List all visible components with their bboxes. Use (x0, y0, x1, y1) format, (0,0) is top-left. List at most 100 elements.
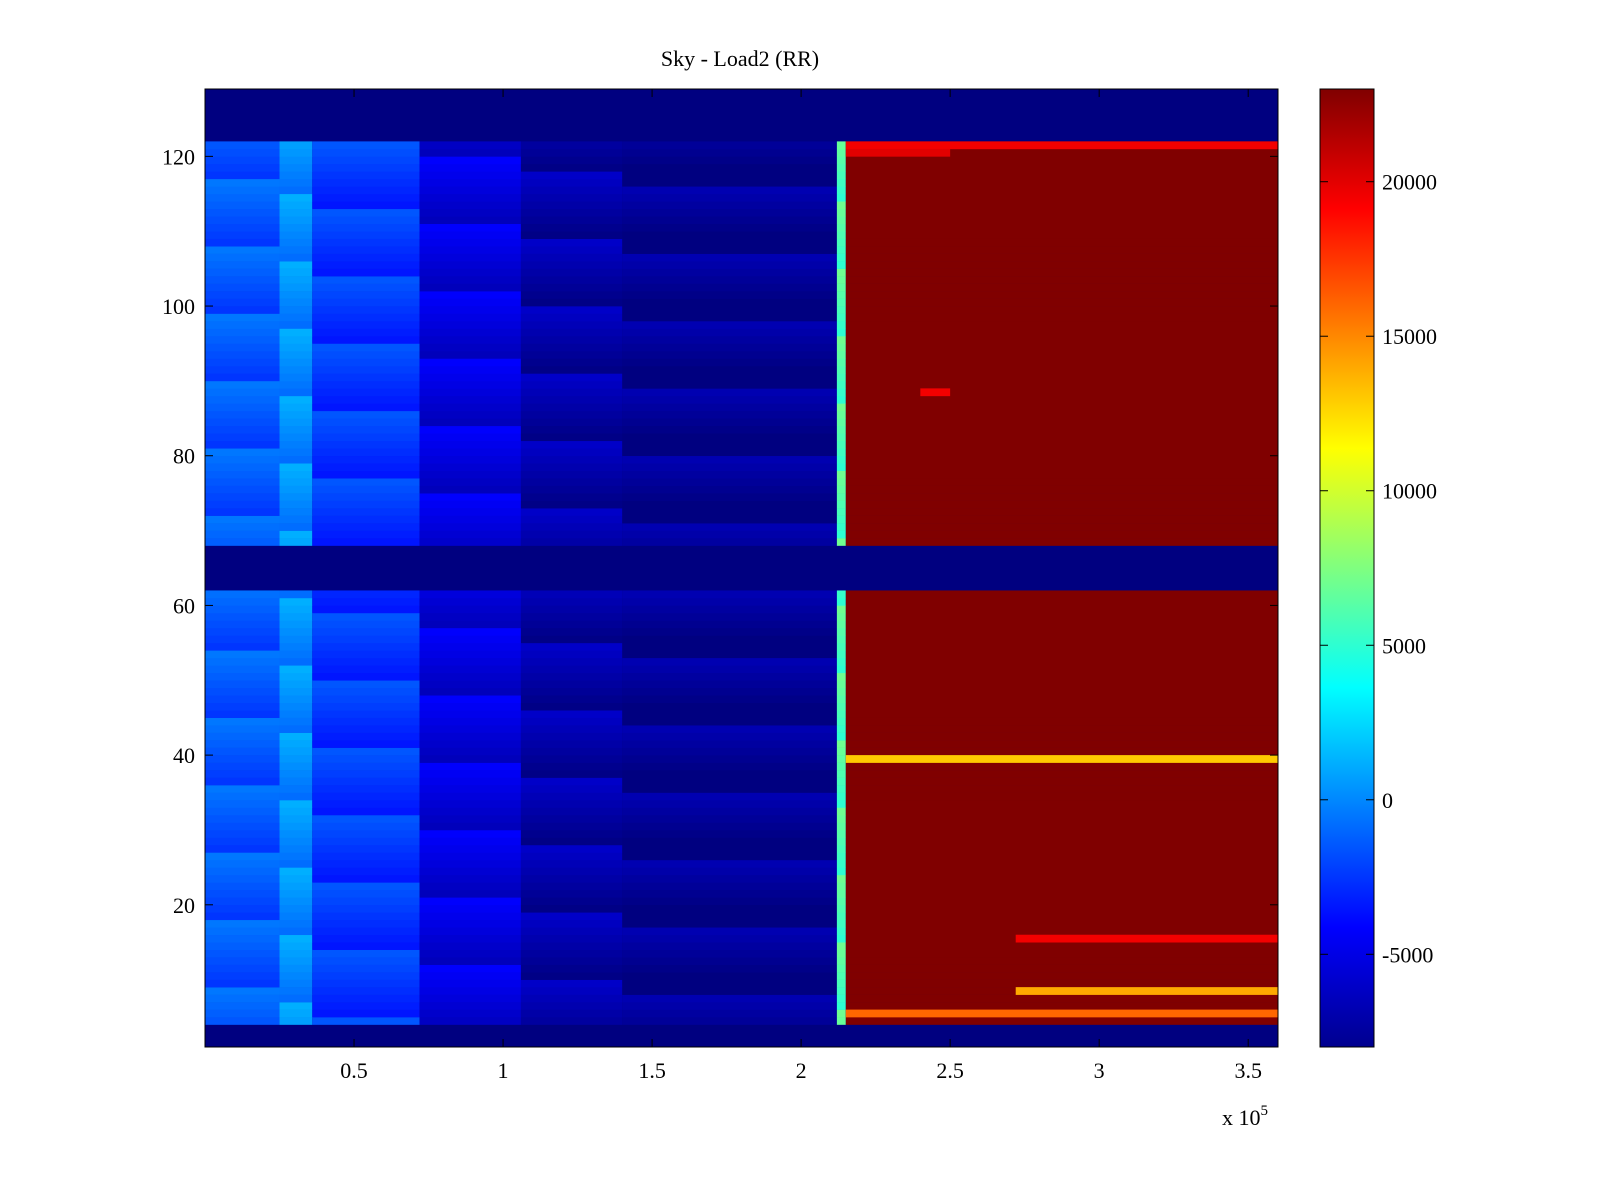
heatmap-cell (520, 657, 623, 666)
heatmap-cell (520, 717, 623, 726)
heatmap-cell (419, 912, 521, 921)
heatmap-cell (279, 740, 313, 748)
heatmap-cell (312, 710, 420, 718)
heatmap-cell (622, 777, 837, 786)
heatmap-cell (419, 987, 521, 995)
heatmap-cell (312, 291, 420, 299)
heatmap-cell (312, 388, 420, 397)
heatmap-cell (419, 171, 521, 180)
heatmap-cell (279, 687, 313, 696)
heatmap-cell (312, 740, 420, 748)
heatmap-cell (622, 455, 837, 464)
heatmap-cell (845, 822, 1278, 831)
heatmap-cell (205, 979, 280, 988)
heatmap-cell (205, 478, 280, 486)
heatmap-cell (205, 365, 280, 374)
heatmap-cell (312, 822, 420, 831)
heatmap-cell (836, 328, 846, 337)
heatmap-cell (622, 321, 837, 329)
heatmap-cell (312, 268, 420, 277)
heatmap-cell (520, 298, 623, 307)
heatmap-cell (622, 358, 837, 367)
heatmap-cell (520, 276, 623, 284)
heatmap-cell (312, 852, 420, 861)
heatmap-cell (312, 904, 420, 913)
heatmap-cell (205, 463, 280, 471)
heatmap-cell (279, 298, 313, 307)
heatmap-cell (836, 515, 846, 524)
heatmap-cell (205, 343, 280, 352)
heatmap-cell (520, 732, 623, 741)
heatmap-cell (845, 942, 1278, 950)
heatmap-cell (279, 291, 313, 299)
heatmap-cell (836, 740, 846, 748)
heatmap-cell (279, 987, 313, 995)
heatmap-cell (845, 680, 1278, 689)
heatmap-cell (279, 380, 313, 389)
heatmap-cell (845, 792, 1278, 801)
heatmap-cell (836, 350, 846, 359)
heatmap-cell (279, 321, 313, 329)
heatmap-cell (520, 335, 623, 344)
heatmap-cell (312, 897, 420, 906)
heatmap-cell (520, 163, 623, 172)
heatmap-cell (520, 844, 623, 853)
heatmap-cell (845, 852, 1278, 861)
heatmap-cell (845, 1017, 1278, 1025)
heatmap-cell (279, 710, 313, 718)
heatmap-cell (312, 777, 420, 786)
heatmap-cell (845, 433, 1278, 442)
heatmap-cell (205, 732, 280, 741)
heatmap-cell (836, 762, 846, 771)
heatmap-cell (836, 777, 846, 786)
heatmap-cell (312, 695, 420, 704)
heatmap-cell (520, 642, 623, 651)
heatmap-cell (845, 777, 1278, 786)
heatmap-cell (279, 403, 313, 412)
heatmap-cell (622, 725, 837, 733)
heatmap-cell (622, 867, 837, 876)
heatmap-cell (312, 770, 420, 778)
heatmap-cell (205, 814, 280, 823)
heatmap-cell (622, 388, 837, 397)
heatmap-cell (622, 463, 837, 471)
heatmap-cell (622, 627, 837, 636)
heatmap-cell (520, 395, 623, 404)
heatmap-cell (312, 605, 420, 614)
heatmap-cell (836, 306, 846, 314)
heatmap-cell (836, 283, 846, 292)
heatmap-cell (622, 530, 837, 539)
heatmap-cell (312, 807, 420, 816)
heatmap-cell (312, 418, 420, 427)
heatmap-anomaly-row (845, 1009, 1278, 1018)
heatmap-cell (836, 358, 846, 367)
heatmap-cell (836, 148, 846, 157)
heatmap-cell (419, 148, 521, 157)
heatmap-cell (205, 919, 280, 928)
heatmap-cell (205, 710, 280, 718)
heatmap-anomaly-row (1015, 987, 1278, 995)
heatmap-cell (312, 979, 420, 988)
heatmap-cell (312, 927, 420, 936)
heatmap-cell (836, 747, 846, 756)
heatmap-cell (622, 515, 837, 524)
heatmap-cell (205, 612, 280, 621)
heatmap-cell (836, 276, 846, 284)
heatmap-cell (312, 1002, 420, 1010)
heatmap-cell (312, 298, 420, 307)
heatmap-cell (279, 1002, 313, 1010)
heatmap-cell (845, 373, 1278, 382)
x-tick-label: 0.5 (340, 1058, 368, 1083)
heatmap-cell (279, 904, 313, 913)
heatmap-cell (205, 687, 280, 696)
heatmap-cell (520, 867, 623, 876)
heatmap-cell (622, 829, 837, 838)
heatmap-cell (845, 291, 1278, 299)
heatmap-cell (520, 979, 623, 988)
heatmap-cell (279, 171, 313, 180)
heatmap-cell (520, 957, 623, 965)
heatmap-cell (279, 283, 313, 292)
heatmap-cell (520, 904, 623, 913)
heatmap-cell (845, 964, 1278, 973)
y-tick-label: 40 (173, 743, 195, 768)
